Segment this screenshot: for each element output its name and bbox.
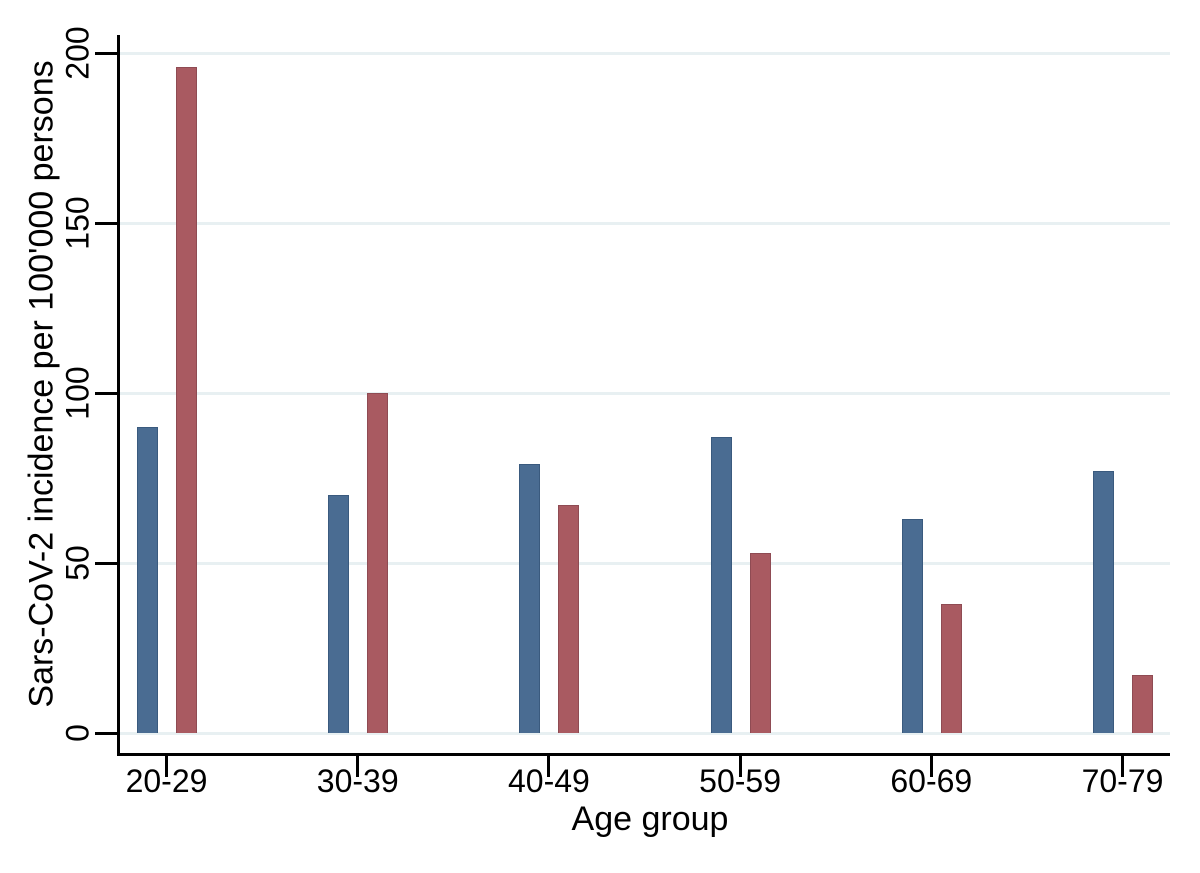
y-axis-line: [117, 35, 120, 756]
x-tick-70-79: [1121, 753, 1124, 777]
x-tick-label-40-49: 40-49: [507, 763, 590, 799]
y-tick-200: [95, 52, 117, 55]
gridline-50: [117, 562, 1170, 565]
bar-series-red-70-79: [1132, 675, 1153, 733]
gridline-150: [117, 222, 1170, 225]
x-tick-30-39: [356, 753, 360, 777]
gridline-200: [117, 52, 1170, 55]
x-axis-title: Age group: [571, 800, 729, 838]
bar-series-blue-30-39: [328, 495, 350, 733]
x-tick-40-49: [547, 753, 551, 777]
bar-series-blue-70-79: [1093, 471, 1114, 733]
bar-series-blue-40-49: [519, 464, 541, 733]
y-axis-title: Sars-CoV-2 incidence per 100'000 persons: [22, 60, 61, 708]
y-tick-0: [95, 732, 117, 735]
bar-series-red-60-69: [940, 604, 962, 733]
gridline-100: [117, 392, 1170, 395]
bar-series-red-50-59: [749, 553, 771, 733]
y-tick-100: [95, 392, 117, 395]
y-tick-150: [95, 222, 117, 225]
x-axis-line: [117, 753, 1170, 756]
x-tick-label-20-29: 20-29: [125, 763, 208, 799]
x-tick-label-60-69: 60-69: [890, 763, 973, 799]
gridline-0: [117, 732, 1170, 735]
bar-series-red-20-29: [176, 67, 197, 733]
x-tick-label-50-59: 50-59: [699, 763, 782, 799]
y-tick-label-100: 100: [59, 366, 96, 420]
y-tick-label-50: 50: [59, 545, 96, 581]
x-tick-20-29: [165, 753, 168, 777]
y-tick-label-0: 0: [59, 724, 96, 742]
bar-series-blue-60-69: [901, 519, 923, 733]
x-tick-50-59: [738, 753, 742, 777]
bar-series-blue-50-59: [710, 437, 732, 733]
x-tick-60-69: [929, 753, 933, 777]
x-tick-label-30-39: 30-39: [316, 763, 399, 799]
bar-series-blue-20-29: [137, 427, 158, 733]
bar-series-red-40-49: [558, 505, 580, 733]
bar-series-red-30-39: [367, 393, 389, 733]
x-tick-label-70-79: 70-79: [1081, 763, 1164, 799]
y-tick-label-150: 150: [59, 196, 96, 250]
y-tick-label-200: 200: [59, 26, 96, 80]
y-tick-50: [95, 562, 117, 565]
